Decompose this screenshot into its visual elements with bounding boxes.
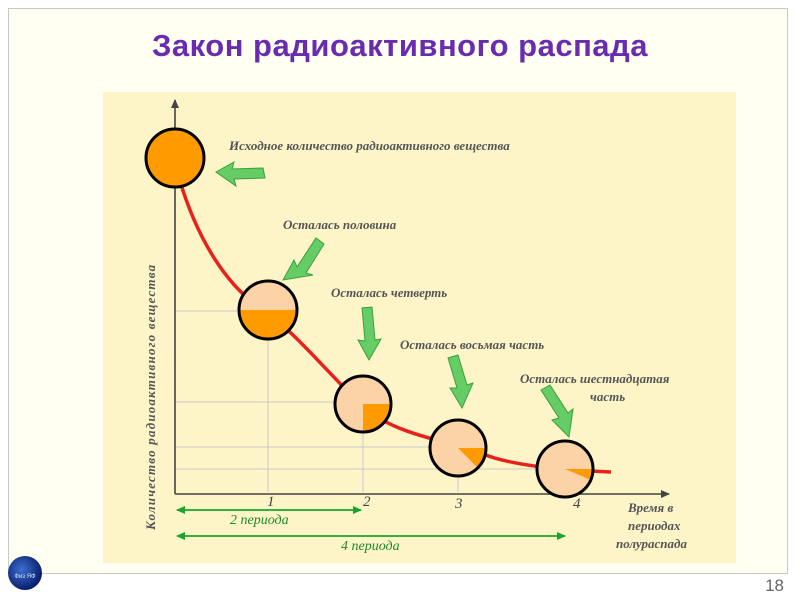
label-initial: Исходное количество радиоактивного вещес…	[228, 138, 510, 153]
arrow-initial	[215, 160, 266, 188]
decay-diagram-svg: Исходное количество радиоактивного вещес…	[143, 99, 687, 554]
circle-sixteenth	[535, 439, 595, 499]
circle-initial	[144, 127, 206, 189]
x-axis-label-line3: полураспада	[616, 536, 687, 551]
tick-label-2: 2	[363, 494, 371, 510]
circle-eighth	[428, 418, 488, 478]
page-number: 18	[765, 576, 784, 595]
circle-half	[237, 279, 299, 341]
label-half: Осталась половина	[283, 217, 397, 232]
span-4-periods-label: 4 периода	[341, 539, 400, 554]
label-eighth: Осталась восьмая часть	[400, 337, 544, 352]
x-axis-label-line2: периодах	[628, 518, 681, 533]
tick-label-1: 1	[267, 494, 275, 510]
arrow-quarter	[357, 306, 382, 362]
tick-label-3: 3	[454, 496, 463, 512]
slide-title: Закон радиоактивного распада	[152, 28, 648, 63]
pointer-arrows	[215, 160, 574, 439]
arrow-half	[282, 237, 325, 281]
label-sixteenth-line1: Осталась шестнадцатая	[520, 371, 670, 386]
decay-diagram: Исходное количество радиоактивного вещес…	[103, 92, 736, 563]
logo-icon: Физ ЯФ	[8, 556, 42, 590]
tick-label-4: 4	[573, 496, 581, 512]
arrow-sixteenth	[540, 384, 574, 439]
x-axis-label-line1: Время в	[627, 500, 673, 515]
circle-quarter	[333, 374, 393, 434]
y-axis-label: Количество радиоактивного вещества	[143, 264, 158, 531]
label-quarter: Осталась четверть	[331, 285, 447, 300]
arrow-eighth	[447, 354, 474, 410]
span-2-periods-label: 2 периода	[230, 513, 289, 528]
label-sixteenth-line2: часть	[590, 389, 625, 404]
logo-text: Физ ЯФ	[14, 574, 36, 580]
